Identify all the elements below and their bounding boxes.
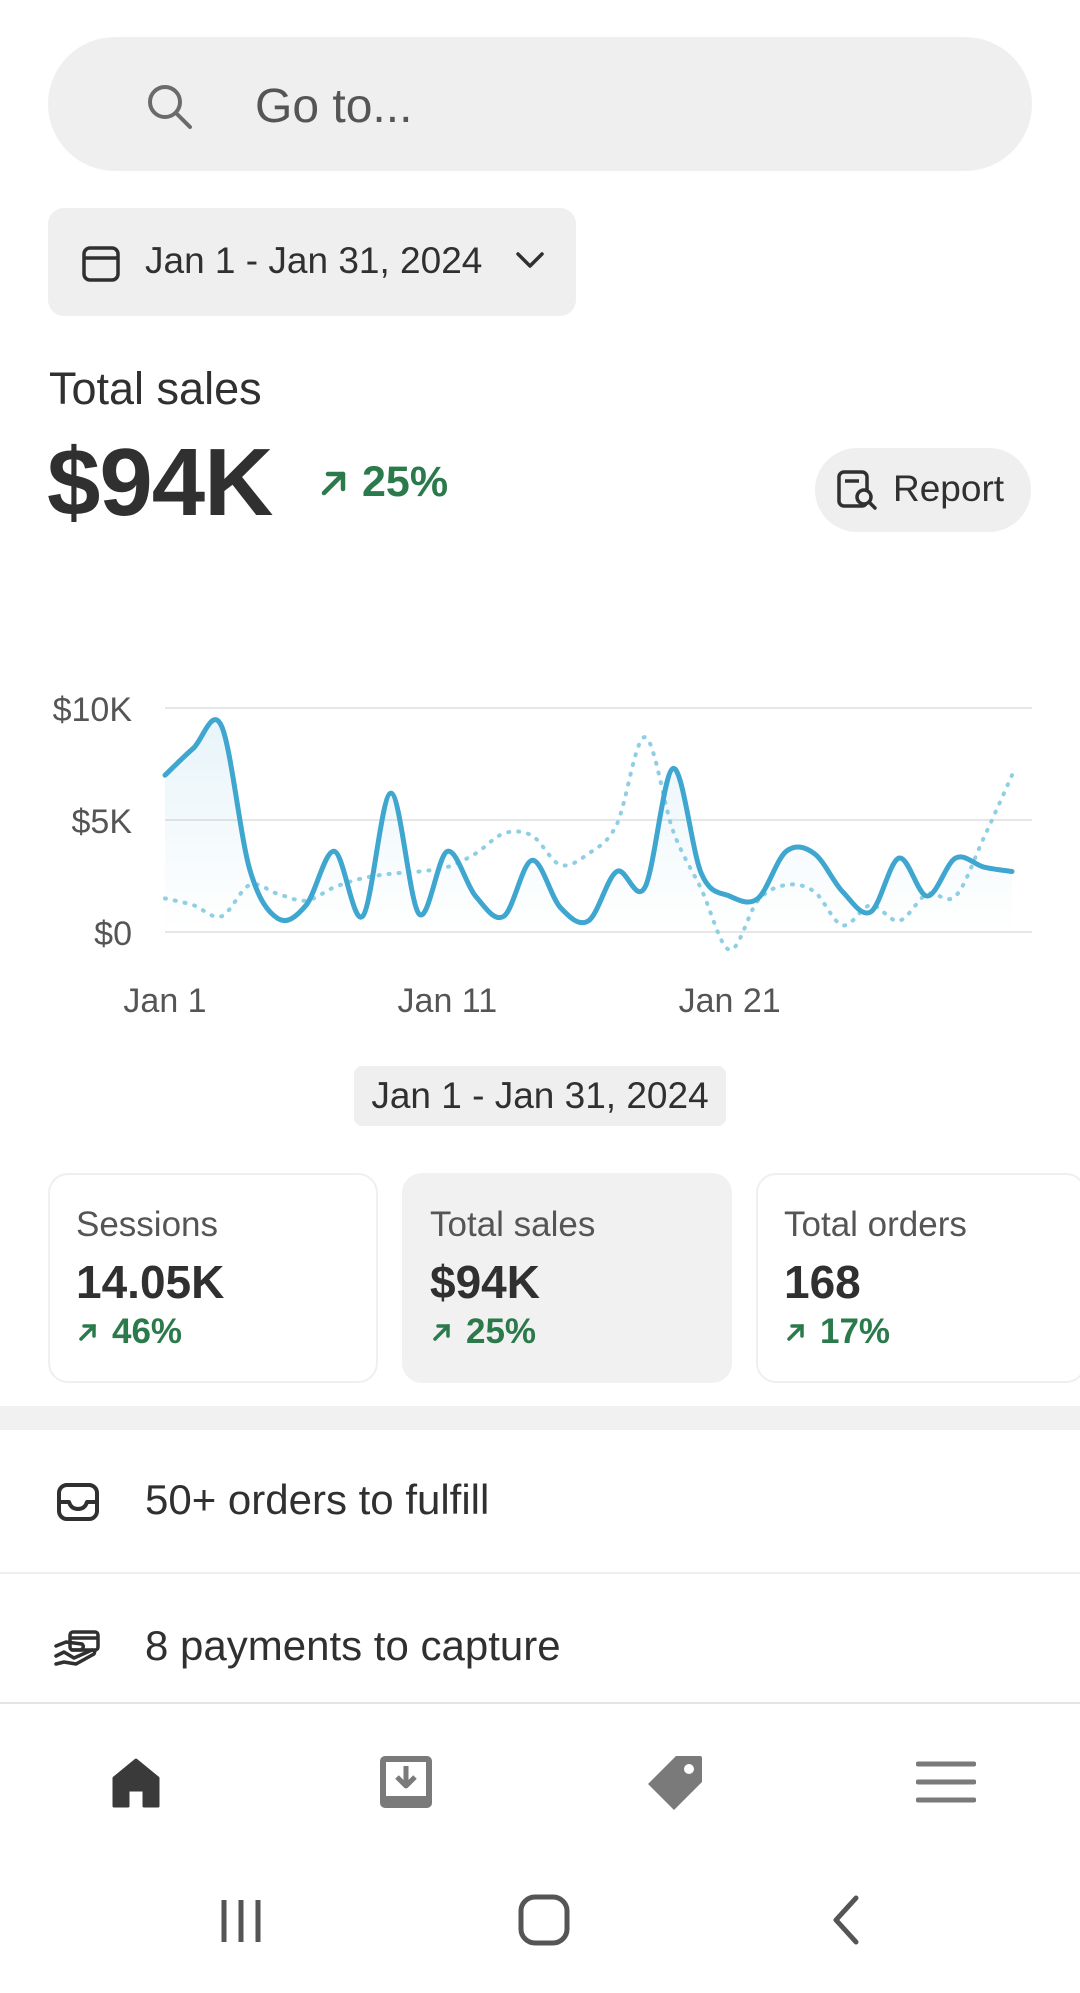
metric-change-value: 17% [820, 1312, 891, 1351]
report-label: Report [893, 468, 1005, 509]
metric-change-value: 46% [112, 1312, 183, 1351]
recent-apps-icon[interactable] [216, 1896, 266, 1946]
total-sales-change-value: 25% [362, 458, 449, 506]
y-tick-label: $0 [94, 915, 132, 953]
sales-chart: $10K $5K $0 Jan 1 Jan 11 Jan 21 [53, 691, 1032, 1020]
metric-label: Total orders [784, 1205, 967, 1244]
orders-icon[interactable] [376, 1752, 436, 1812]
calendar-icon [82, 246, 120, 282]
metric-value: $94K [430, 1256, 540, 1308]
home-icon[interactable] [106, 1752, 166, 1812]
total-sales-label: Total sales [49, 363, 262, 414]
task-orders-to-fulfill[interactable]: 50+ orders to fulfill [0, 1430, 1080, 1574]
products-icon[interactable] [646, 1752, 706, 1812]
arrow-up-right-icon [79, 1324, 96, 1341]
chevron-down-icon [516, 252, 544, 268]
inbox-icon [57, 1483, 99, 1521]
search-input[interactable]: Go to... [255, 80, 413, 133]
back-icon[interactable] [826, 1894, 866, 1946]
arrow-up-right-icon [433, 1324, 450, 1341]
date-range-button[interactable]: Jan 1 - Jan 31, 2024 [48, 208, 576, 316]
metric-change: 46% [76, 1312, 182, 1352]
metric-value: 14.05K [76, 1256, 225, 1308]
metric-card-total-sales[interactable]: Total sales $94K 25% [402, 1173, 732, 1383]
metric-value: 168 [784, 1256, 861, 1308]
series-line-current [162, 717, 1015, 926]
search-bar[interactable]: Go to... [48, 37, 1032, 171]
metric-card-total-orders[interactable]: Total orders 168 17% [756, 1173, 1080, 1383]
section-divider [0, 1406, 1080, 1430]
x-tick-label: Jan 21 [679, 982, 781, 1020]
metric-card-sessions[interactable]: Sessions 14.05K 46% [48, 1173, 378, 1383]
arrow-up-right-icon [787, 1324, 804, 1341]
task-label: 50+ orders to fulfill [145, 1476, 490, 1523]
arrow-up-right-icon [321, 471, 346, 495]
y-tick-label: $10K [53, 691, 133, 729]
metric-cards: Sessions 14.05K 46% Total sales $94K 25%… [48, 1173, 1080, 1383]
system-navigation-bar [0, 1852, 1080, 1993]
chart-date-range: Jan 1 - Jan 31, 2024 [354, 1066, 726, 1126]
x-tick-label: Jan 1 [123, 982, 206, 1020]
metric-change-value: 25% [466, 1312, 537, 1351]
date-range-label: Jan 1 - Jan 31, 2024 [145, 240, 483, 281]
task-label: 8 payments to capture [145, 1622, 561, 1669]
total-sales-change: 25% [316, 458, 448, 507]
report-search-icon [837, 470, 877, 510]
bottom-tab-bar [0, 1702, 1080, 1852]
metric-change: 25% [430, 1312, 536, 1352]
home-system-icon[interactable] [516, 1892, 572, 1948]
x-tick-label: Jan 11 [398, 982, 498, 1020]
total-sales-value: $94K [47, 429, 273, 536]
series-area [165, 719, 1012, 932]
report-button[interactable]: Report [815, 448, 1031, 532]
metric-label: Total sales [430, 1205, 596, 1244]
y-tick-label: $5K [72, 803, 133, 841]
search-icon [148, 85, 192, 129]
metric-label: Sessions [76, 1205, 219, 1244]
payment-icon [54, 1630, 100, 1666]
menu-icon[interactable] [916, 1752, 976, 1812]
task-payments-to-capture[interactable]: 8 payments to capture [0, 1576, 1080, 1702]
metric-change: 17% [784, 1312, 890, 1352]
